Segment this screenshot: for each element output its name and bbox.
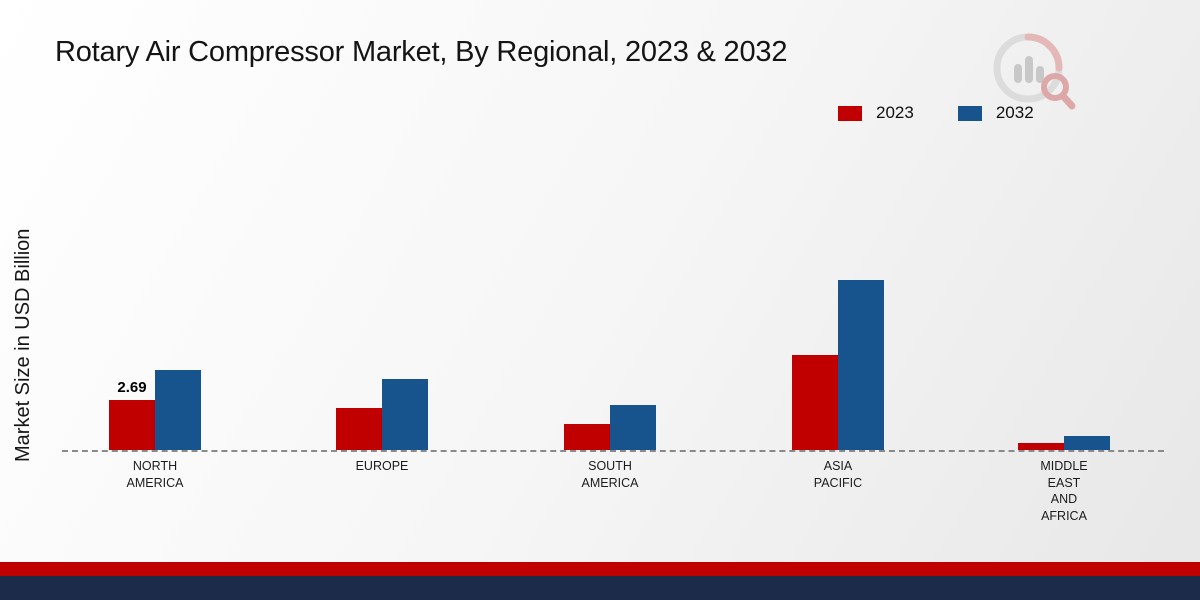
x-axis-baseline <box>62 450 1164 452</box>
legend-label-2032: 2032 <box>995 103 1034 122</box>
bar-2032-north-america <box>155 370 201 450</box>
bar-2023-europe <box>336 408 382 450</box>
legend-swatch-2023 <box>838 105 862 121</box>
bar-2023-middle-east-and-africa <box>1018 443 1064 450</box>
bar-group-4 <box>1018 436 1110 450</box>
bar-group-0: 2.69 <box>109 370 201 450</box>
bar-group-3 <box>792 280 884 450</box>
legend-item-2023: 2023 <box>838 103 914 123</box>
bar-value-label: 2.69 <box>117 379 147 396</box>
bar-2023-south-america <box>564 424 610 450</box>
legend-item-2032: 2032 <box>957 103 1034 123</box>
bar-2032-south-america <box>610 405 656 450</box>
footer-stripe-navy <box>0 576 1200 600</box>
category-label-2: SOUTH AMERICA <box>581 459 639 490</box>
bar-group-1 <box>336 379 428 450</box>
footer-stripe-red <box>0 562 1200 576</box>
bar-2032-middle-east-and-africa <box>1064 436 1110 450</box>
legend-label-2023: 2023 <box>876 103 914 122</box>
chart-title: Rotary Air Compressor Market, By Regiona… <box>55 36 788 68</box>
bar-2023-asia-pacific <box>792 355 838 450</box>
bar-group-2 <box>564 405 656 450</box>
mrfr-logo-icon <box>988 24 1080 121</box>
category-label-1: EUROPE <box>355 459 409 473</box>
legend-swatch-2032 <box>957 105 982 121</box>
category-label-4: MIDDLE EAST AND AFRICA <box>1040 459 1088 523</box>
category-label-0: NORTH AMERICA <box>126 459 184 490</box>
bar-2032-asia-pacific <box>838 280 884 450</box>
category-label-3: ASIA PACIFIC <box>813 459 863 490</box>
bar-2032-europe <box>382 379 428 450</box>
legend: 2023 2032 <box>838 103 1034 123</box>
bar-2023-north-america <box>109 400 155 450</box>
